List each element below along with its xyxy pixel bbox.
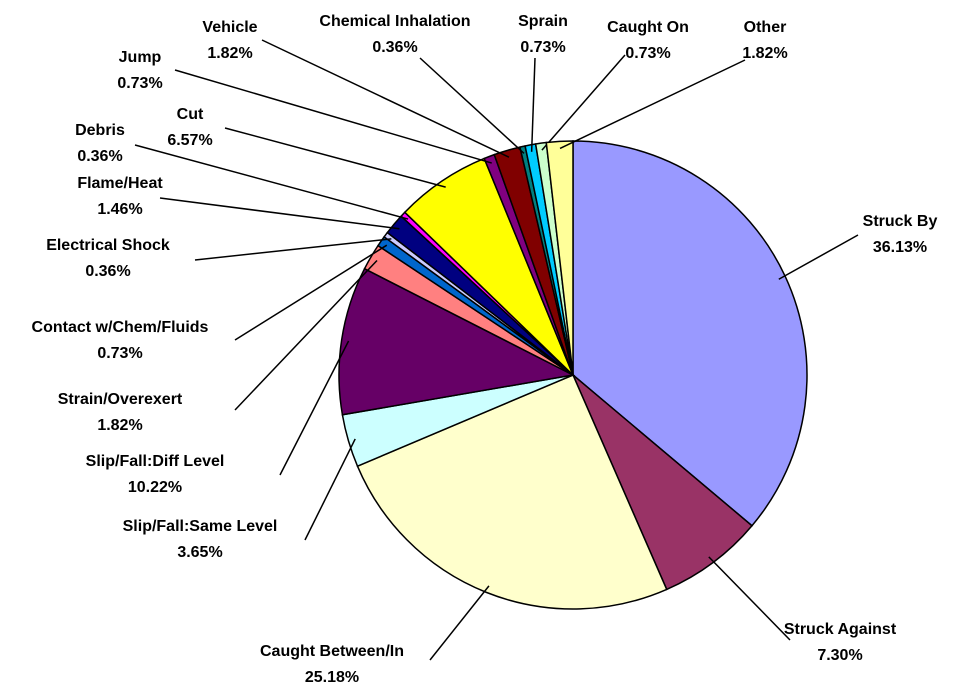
leader-line [159,197,400,230]
slice-value-label: 0.36% [372,39,417,56]
slice-value-label: 0.73% [97,345,142,362]
slice-label: Cut [177,106,204,123]
pie-slice [545,140,574,376]
leader-line [708,556,791,641]
slice-label: Struck Against [784,621,897,638]
slice-label: Debris [75,122,125,139]
slice-value-label: 1.46% [97,201,142,218]
slice-label: Jump [119,49,162,66]
leader-line [778,234,859,280]
slice-label: Contact w/Chem/Fluids [32,319,209,336]
leader-line [541,54,626,151]
slice-value-label: 1.82% [207,45,252,62]
slice-label: Flame/Heat [77,175,163,192]
slice-value-label: 0.36% [85,263,130,280]
slice-value-label: 10.22% [128,479,182,496]
leader-line [194,238,392,261]
slice-label: Other [744,19,787,36]
slice-value-label: 3.65% [177,544,222,561]
slice-label: Vehicle [202,19,257,36]
leader-line [234,259,378,411]
slice-value-label: 36.13% [873,239,927,256]
slice-value-label: 0.73% [625,45,670,62]
pie-slice [572,374,754,591]
slice-value-label: 1.82% [742,45,787,62]
slice-label: Chemical Inhalation [319,13,470,30]
slice-label: Sprain [518,13,568,30]
slice-value-label: 7.30% [817,647,862,664]
slice-label: Caught Between/In [260,643,404,660]
slice-value-label: 25.18% [305,669,359,683]
slice-value-label: 6.57% [167,132,212,149]
slice-value-label: 0.73% [520,39,565,56]
leader-line [429,585,490,661]
leader-line [174,69,492,164]
leader-line [279,340,350,476]
leader-line [134,144,409,220]
leader-line [234,244,388,341]
slice-label: Slip/Fall:Same Level [123,518,278,535]
leader-line [530,57,536,152]
slice-label: Strain/Overexert [58,391,183,408]
slice-label: Struck By [863,213,938,230]
leader-line [261,39,510,158]
leader-line [559,59,746,150]
slice-label: Slip/Fall:Diff Level [86,453,225,470]
leader-line [224,127,446,188]
slice-label: Electrical Shock [46,237,170,254]
slice-value-label: 0.73% [117,75,162,92]
pie-slice [338,267,576,416]
leader-line [304,438,356,541]
slice-value-label: 1.82% [97,417,142,434]
leader-line [419,57,525,154]
slice-label: Caught On [607,19,689,36]
slice-value-label: 0.36% [77,148,122,165]
